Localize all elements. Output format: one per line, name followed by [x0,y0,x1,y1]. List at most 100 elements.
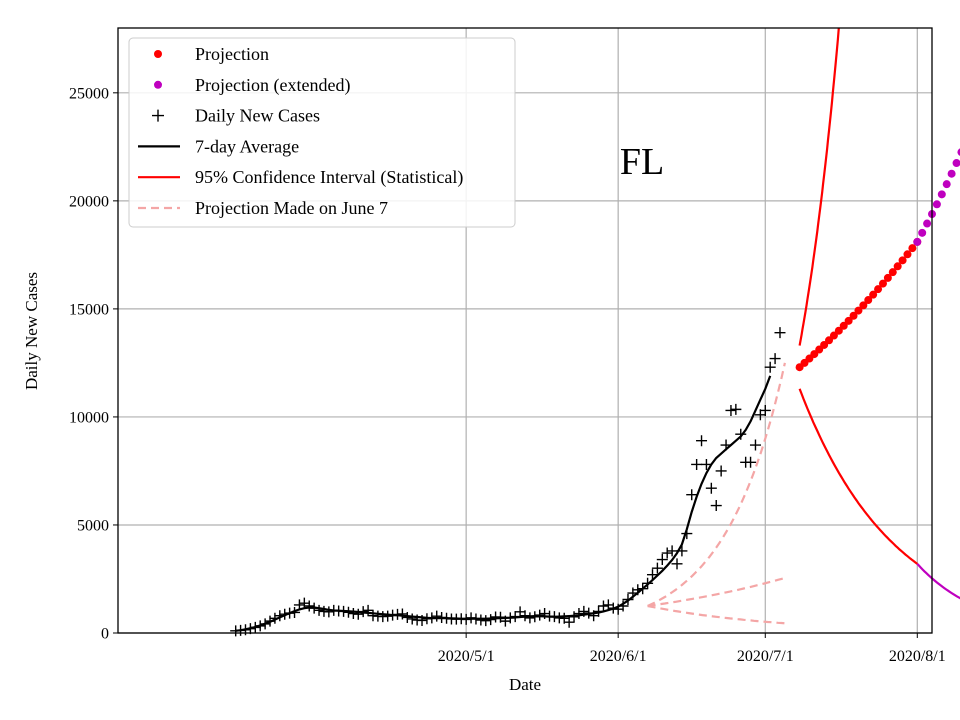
daily-case-marker [460,613,472,625]
daily-case-marker [519,610,531,622]
y-tick-label: 0 [101,626,109,643]
projection-dot [883,273,892,282]
daily-case-marker [622,594,634,606]
x-axis-label: Date [509,675,541,694]
daily-case-marker [357,606,369,618]
legend-label-daily: Daily New Cases [195,106,320,126]
daily-case-marker [298,597,310,609]
daily-case-marker [421,613,433,625]
daily-case-marker [700,458,712,470]
daily-case-marker [401,611,413,623]
axis-ticks: 0 5000 10000 15000 20000 25000 2020/5/1 2020/6/… [69,85,946,665]
projection-dot [839,321,848,330]
daily-case-marker [509,611,521,623]
legend-marker-daily [152,109,164,122]
projection-extended-dot [932,200,941,209]
series-markers [230,148,960,637]
daily-case-marker [308,602,320,614]
daily-case-marker [342,606,354,618]
state-annotation: FL [620,141,664,183]
y-tick-label: 5000 [77,517,109,534]
y-tick-label: 25000 [69,85,109,102]
projection-dot [844,316,853,325]
daily-case-marker [691,458,703,470]
daily-case-marker [259,618,271,630]
daily-case-marker [696,435,708,447]
projection-dot [849,311,858,320]
daily-case-marker [715,465,727,477]
plot-frame [117,27,933,634]
seven-day-average-line [235,375,772,632]
y-tick-label: 15000 [69,301,109,318]
projection-dot [888,268,897,277]
daily-case-marker [597,600,609,612]
projection-extended-dot [918,228,927,237]
daily-case-marker [735,428,747,440]
daily-case-marker [769,353,781,365]
legend-marker-projection_ext [154,80,162,89]
daily-case-marker [681,528,693,540]
x-tick-label: 2020/5/1 [438,648,495,665]
daily-case-marker [426,612,438,624]
daily-case-marker [470,613,482,625]
y-tick-label: 20000 [69,193,109,210]
x-tick-label: 2020/6/1 [590,648,647,665]
daily-case-marker [548,611,560,623]
daily-case-marker [504,612,516,624]
x-tick-label: 2020/7/1 [737,648,794,665]
daily-case-marker [431,610,443,622]
daily-case-marker [362,604,374,616]
daily-case-marker [338,605,350,617]
daily-case-marker [661,547,673,559]
june7-projection-upper [647,576,786,608]
daily-case-marker [646,569,658,581]
x-tick-label: 2020/8/1 [889,648,946,665]
daily-case-marker [249,621,261,633]
daily-case-marker [254,620,266,632]
projection-dot [864,296,873,305]
daily-case-marker [563,616,575,628]
daily-case-marker [774,327,786,339]
projection-dot [834,326,843,335]
daily-case-marker [465,612,477,624]
daily-case-marker [642,577,654,589]
projection-extended-dot [942,180,951,189]
daily-case-marker [666,545,678,557]
projection-dot [869,290,878,299]
projection-dot [854,306,863,315]
projection-dot [893,262,902,271]
projection-dot [829,331,838,340]
legend-label-projection: Projection [195,44,269,64]
projection-extended-dot [913,237,922,246]
projection-extended-dot [937,190,946,199]
daily-case-marker [289,606,301,618]
daily-case-marker [656,554,668,566]
daily-case-marker [323,606,335,618]
ci-lower-extended-line [916,563,960,600]
ci-upper-line [798,27,840,346]
y-tick-label: 10000 [69,409,109,426]
projection-dot [859,301,868,310]
daily-case-marker [593,605,605,617]
daily-case-marker [436,611,448,623]
projection-extended-dot [957,148,960,156]
june7-projection-central [647,362,786,607]
daily-case-marker [352,608,364,620]
daily-case-marker [676,545,688,557]
daily-case-marker [637,583,649,595]
daily-case-marker [534,609,546,621]
daily-case-marker [710,500,722,512]
daily-case-marker [671,558,683,570]
projection-extended-dot [947,169,956,178]
daily-case-marker [730,403,742,415]
daily-case-marker [632,584,644,596]
daily-case-marker [705,482,717,494]
ci-lower-line [798,388,918,565]
daily-case-marker [745,456,757,468]
projection-extended-dot [952,159,960,168]
projection-dot [898,256,907,265]
daily-case-marker [529,611,541,623]
daily-case-marker [607,602,619,614]
daily-case-marker [293,599,305,611]
